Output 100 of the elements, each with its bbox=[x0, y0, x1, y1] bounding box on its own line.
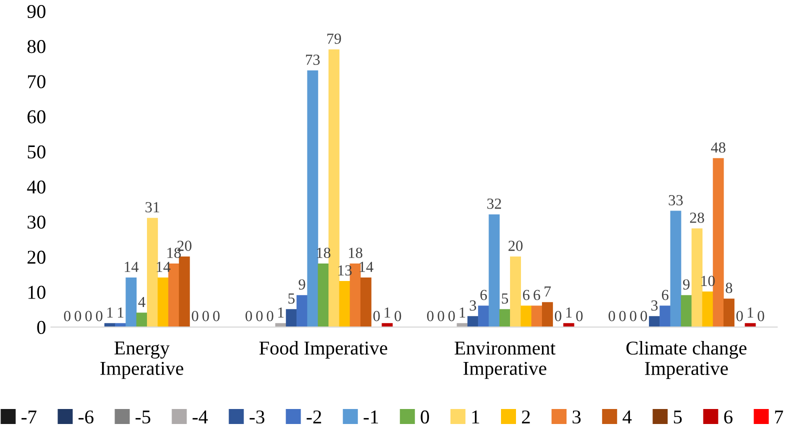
bar bbox=[670, 210, 682, 328]
data-label: 0 bbox=[96, 310, 102, 322]
data-label: 28 bbox=[690, 212, 704, 223]
bar bbox=[318, 263, 329, 328]
legend-label: -4 bbox=[192, 410, 208, 424]
bar bbox=[339, 281, 350, 328]
y-tick-label: 60 bbox=[28, 110, 46, 124]
y-tick-label: 0 bbox=[37, 320, 46, 334]
data-label: 31 bbox=[146, 202, 160, 212]
data-label: 3 bbox=[470, 300, 476, 311]
bar bbox=[680, 295, 692, 328]
bar bbox=[520, 306, 532, 328]
data-label: 0 bbox=[394, 310, 402, 322]
data-label: 1 bbox=[107, 307, 113, 318]
data-label: 9 bbox=[298, 279, 306, 290]
bar bbox=[478, 306, 490, 328]
bar bbox=[660, 306, 671, 328]
data-label: 7 bbox=[544, 286, 551, 296]
legend-label: -2 bbox=[306, 410, 322, 424]
data-label: 0 bbox=[619, 310, 626, 322]
data-label: 0 bbox=[630, 310, 636, 322]
legend-label: -3 bbox=[250, 410, 264, 424]
bar bbox=[360, 278, 372, 328]
data-label: 0 bbox=[85, 310, 92, 322]
data-label: 3 bbox=[651, 300, 658, 311]
y-tick-label: 50 bbox=[28, 145, 46, 158]
data-label: 6 bbox=[534, 290, 540, 300]
data-label: 0 bbox=[192, 310, 198, 322]
data-label: 0 bbox=[554, 310, 562, 322]
data-label: 0 bbox=[640, 310, 648, 322]
data-label: 18 bbox=[348, 248, 362, 258]
bar bbox=[178, 256, 190, 328]
legend-label: 4 bbox=[622, 410, 632, 424]
bar bbox=[510, 256, 521, 328]
data-label: 0 bbox=[64, 310, 70, 322]
legend-label: -7 bbox=[22, 410, 36, 424]
data-label: 0 bbox=[608, 310, 616, 322]
y-tick-label: 30 bbox=[28, 216, 46, 229]
data-label: 6 bbox=[662, 290, 668, 300]
bar bbox=[275, 323, 286, 328]
legend-label: 0 bbox=[420, 410, 429, 424]
bar bbox=[136, 312, 148, 328]
bar bbox=[382, 323, 393, 328]
data-label: 0 bbox=[256, 310, 263, 322]
bar bbox=[702, 292, 714, 328]
bar bbox=[648, 316, 660, 328]
data-label: 48 bbox=[710, 142, 726, 153]
data-label: 6 bbox=[480, 290, 487, 300]
data-label: 0 bbox=[448, 310, 455, 322]
bar bbox=[744, 323, 756, 328]
bar bbox=[542, 302, 553, 328]
data-label: 32 bbox=[487, 198, 501, 209]
legend-label: 1 bbox=[472, 410, 480, 424]
bar bbox=[126, 278, 137, 328]
y-tick-label: 10 bbox=[28, 286, 46, 299]
data-label: 0 bbox=[74, 310, 82, 322]
data-label: 1 bbox=[748, 307, 754, 318]
data-label: 1 bbox=[278, 307, 284, 318]
data-label: 0 bbox=[373, 310, 380, 322]
y-tick-label: 40 bbox=[27, 180, 46, 194]
data-label: 0 bbox=[736, 310, 743, 322]
data-label: 0 bbox=[246, 310, 252, 322]
y-tick-label: 90 bbox=[27, 4, 46, 18]
bar bbox=[531, 306, 542, 328]
x-tick-label: Food Imperative bbox=[259, 340, 388, 359]
legend-label: 5 bbox=[674, 410, 682, 424]
bar bbox=[146, 218, 158, 328]
data-label: 9 bbox=[683, 279, 690, 290]
data-label: 14 bbox=[124, 262, 139, 272]
bar bbox=[158, 278, 169, 328]
data-label: 0 bbox=[202, 310, 209, 322]
data-label: 0 bbox=[213, 310, 220, 322]
data-label: 5 bbox=[502, 293, 508, 304]
data-label: 20 bbox=[508, 240, 523, 251]
data-label: 0 bbox=[438, 310, 444, 322]
legend-label: 2 bbox=[522, 410, 530, 424]
bar bbox=[286, 309, 297, 328]
legend-label: -1 bbox=[364, 410, 378, 424]
y-tick-label: 70 bbox=[28, 75, 46, 88]
legend-label: -6 bbox=[78, 410, 94, 424]
data-label: 1 bbox=[460, 307, 466, 318]
data-label: 1 bbox=[384, 307, 390, 318]
data-label: 1 bbox=[566, 307, 572, 318]
legend-label: 7 bbox=[775, 410, 784, 424]
data-label: 33 bbox=[668, 195, 683, 206]
data-label: 6 bbox=[522, 290, 530, 300]
data-label: 0 bbox=[758, 310, 764, 322]
x-tick-label: Energy Imperative bbox=[100, 342, 184, 379]
data-label: 73 bbox=[306, 54, 320, 65]
legend-label: -5 bbox=[136, 410, 150, 424]
x-tick-label: Environment Imperative bbox=[454, 342, 556, 379]
bar bbox=[296, 295, 308, 328]
data-label: 0 bbox=[576, 310, 583, 322]
data-label: 4 bbox=[138, 296, 146, 307]
data-label: 5 bbox=[288, 293, 295, 304]
legend-label: 6 bbox=[724, 410, 732, 424]
y-tick-label: 80 bbox=[27, 40, 46, 54]
bar bbox=[692, 228, 703, 328]
bar bbox=[724, 298, 734, 328]
bar bbox=[307, 70, 318, 328]
